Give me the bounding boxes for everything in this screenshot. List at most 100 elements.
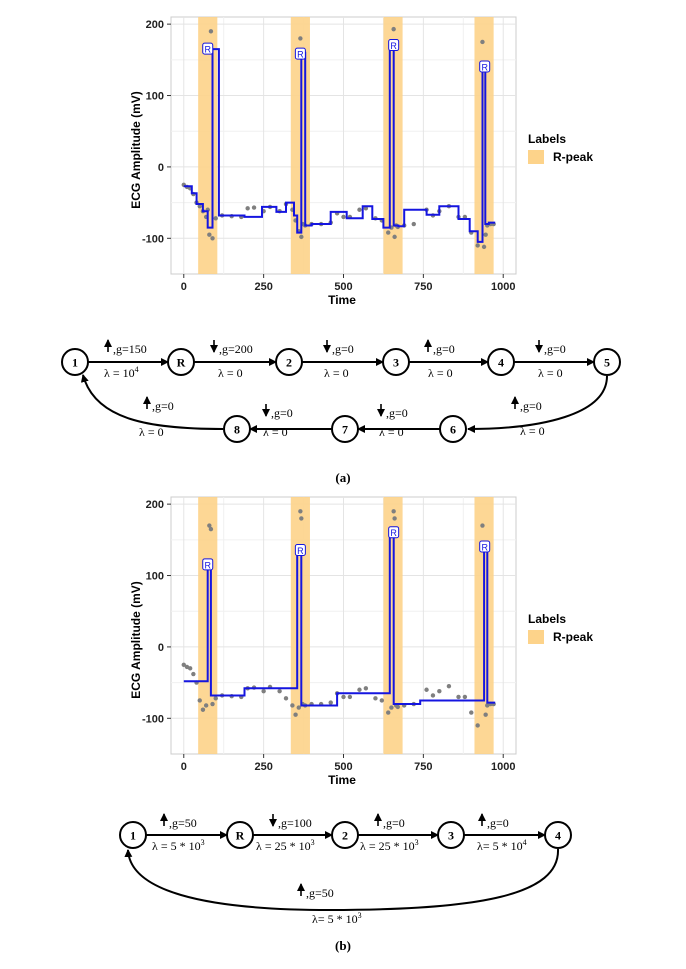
data-point xyxy=(299,234,304,240)
data-point xyxy=(203,703,209,708)
data-point xyxy=(357,687,362,692)
state-node xyxy=(331,821,359,849)
state-node xyxy=(487,348,515,376)
edge-g-label: ,g=150 xyxy=(113,342,147,356)
state-node-label: 6 xyxy=(450,423,456,437)
data-point xyxy=(208,29,214,34)
state-node-label: 3 xyxy=(448,829,454,843)
data-point xyxy=(181,662,186,667)
x-tick-label: 1000 xyxy=(491,761,515,773)
state-node xyxy=(437,821,465,849)
r-peak-region xyxy=(474,17,494,274)
edge-g-label: ,g=50 xyxy=(306,886,334,900)
data-point xyxy=(261,688,266,694)
state-node xyxy=(223,415,251,443)
state-node-label: R xyxy=(177,356,186,370)
edge-lambda-label: λ = 0 xyxy=(263,425,288,439)
legend-label: R-peak xyxy=(553,150,593,164)
transition-edge xyxy=(80,374,224,430)
data-point xyxy=(386,230,391,235)
x-tick-label: 750 xyxy=(414,761,432,773)
peak-marker-label: R xyxy=(204,560,211,570)
edge-lambda-label: λ = 0 xyxy=(218,366,243,380)
data-point xyxy=(469,710,474,715)
data-point xyxy=(392,234,397,240)
data-point xyxy=(251,205,257,210)
x-tick-label: 250 xyxy=(254,761,272,773)
data-point xyxy=(483,712,488,717)
peak-marker-label: R xyxy=(481,542,488,552)
edge-lambda-label: λ= 5 * 104 xyxy=(477,838,527,853)
data-point xyxy=(462,214,468,220)
data-point xyxy=(480,523,485,528)
peak-marker-label: R xyxy=(481,62,488,72)
data-point xyxy=(341,694,346,700)
y-tick-label: 200 xyxy=(146,19,164,31)
data-point xyxy=(328,700,333,705)
data-point xyxy=(197,698,202,703)
edge-lambda-label: λ = 0 xyxy=(379,425,404,439)
x-axis-title: Time xyxy=(328,293,356,307)
edge-lambda-label: λ = 5 * 103 xyxy=(152,838,205,853)
y-tick-label: 100 xyxy=(146,571,164,583)
legend-title: Labels xyxy=(528,132,566,146)
peak-marker-label: R xyxy=(297,546,304,556)
peak-marker xyxy=(388,526,400,539)
legend-swatch xyxy=(528,630,544,644)
data-point xyxy=(483,232,488,237)
transition-edge xyxy=(124,848,560,912)
state-diagram-a: ,g=150 λ = 104 ,g=200 λ = 0 ,g=0 λ = 0 ,g=0 λ =… xyxy=(61,339,621,443)
legend: Labels R-peak xyxy=(528,612,593,644)
y-tick-label: 100 xyxy=(146,91,164,103)
plot-area: R R R R 0 250 500 750 1000 -100 0 100 200 xyxy=(142,16,517,293)
data-point xyxy=(389,705,394,710)
state-node xyxy=(331,415,359,443)
edge-g-label: ,g=200 xyxy=(219,342,253,356)
data-point xyxy=(424,687,429,692)
data-point xyxy=(207,523,212,528)
state-node-label: 4 xyxy=(555,829,561,843)
peak-marker xyxy=(294,47,306,60)
data-point xyxy=(200,707,206,712)
state-node xyxy=(439,415,467,443)
edge-lambda-label: λ = 25 * 103 xyxy=(256,838,315,853)
legend-label: R-peak xyxy=(553,630,593,644)
data-point xyxy=(391,26,396,32)
plot-area: R R R R 0 250 500 750 1000 -100 0 100 200 xyxy=(142,496,517,773)
data-point xyxy=(277,688,282,694)
data-point xyxy=(341,214,346,220)
data-point xyxy=(411,221,416,227)
edge-lambda-label: λ = 0 xyxy=(428,366,453,380)
data-point xyxy=(213,216,218,221)
edge-lambda-label: λ = 0 xyxy=(520,424,545,438)
data-point xyxy=(357,207,362,212)
edge-g-label: ,g=0 xyxy=(383,816,405,830)
legend: Labels R-peak xyxy=(528,132,593,164)
state-node-label: 1 xyxy=(130,829,136,843)
data-point xyxy=(456,694,461,700)
data-point xyxy=(298,36,303,41)
data-point xyxy=(210,701,215,707)
state-node xyxy=(544,821,572,849)
data-point xyxy=(293,712,298,717)
data-point xyxy=(475,723,480,728)
edge-lambda-label: λ = 0 xyxy=(538,366,563,380)
edge-lambda-label: λ = 25 * 103 xyxy=(360,838,419,853)
edge-g-label: ,g=0 xyxy=(544,342,566,356)
peak-marker xyxy=(202,558,214,571)
x-tick-label: 500 xyxy=(334,281,352,293)
state-node-label: R xyxy=(236,829,245,843)
state-node xyxy=(275,348,303,376)
state-node xyxy=(593,348,621,376)
x-axis-title: Time xyxy=(328,773,356,787)
legend-swatch xyxy=(528,150,544,164)
data-point xyxy=(299,516,304,521)
y-axis-title: ECG Amplitude (mV) xyxy=(129,91,143,209)
edge-g-label: ,g=0 xyxy=(152,399,174,413)
state-node-label: 2 xyxy=(342,829,348,843)
peak-marker xyxy=(479,540,491,553)
edge-lambda-label: λ= 5 * 103 xyxy=(312,911,362,926)
peak-marker-label: R xyxy=(390,528,397,538)
state-node xyxy=(226,821,254,849)
peak-marker xyxy=(388,39,400,52)
